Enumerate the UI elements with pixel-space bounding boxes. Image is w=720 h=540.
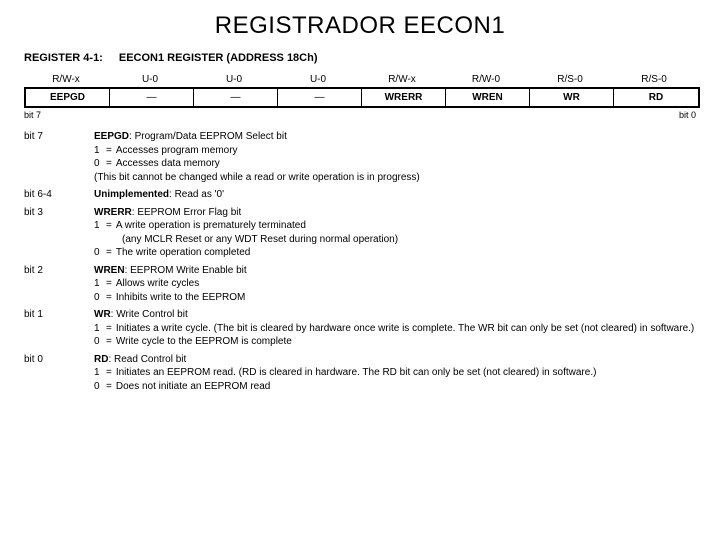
desc-value-line: 1=A write operation is prematurely termi…: [94, 219, 696, 233]
bit-endcaps: bit 7 bit 0: [24, 110, 696, 120]
desc-bit-label: bit 6-4: [24, 188, 94, 202]
desc-row: bit 3WRERR: EEPROM Error Flag bit1=A wri…: [24, 206, 696, 260]
bit-cell: —: [110, 89, 194, 106]
desc-header: RD: Read Control bit: [94, 353, 696, 367]
desc-body: WREN: EEPROM Write Enable bit1=Allows wr…: [94, 264, 696, 305]
desc-header: WR: Write Control bit: [94, 308, 696, 322]
desc-bit-label: bit 7: [24, 130, 94, 184]
desc-value-line: (any MCLR Reset or any WDT Reset during …: [94, 233, 696, 247]
desc-value-line: 1=Initiates an EEPROM read. (RD is clear…: [94, 366, 696, 380]
bit-cell: —: [278, 89, 362, 106]
page-title: REGISTRADOR EECON1: [24, 12, 696, 40]
rw-cell: U-0: [192, 72, 276, 87]
bit-end-left: bit 7: [24, 110, 41, 120]
desc-value-line: 0=Does not initiate an EEPROM read: [94, 380, 696, 394]
desc-header: WRERR: EEPROM Error Flag bit: [94, 206, 696, 220]
desc-row: bit 7EEPGD: Program/Data EEPROM Select b…: [24, 130, 696, 184]
desc-value-line: 0=Accesses data memory: [94, 157, 696, 171]
desc-value-line: 1=Allows write cycles: [94, 277, 696, 291]
bit-cell: WR: [530, 89, 614, 106]
bit-cell: WREN: [446, 89, 530, 106]
desc-bit-label: bit 1: [24, 308, 94, 349]
rw-cell: R/W-0: [444, 72, 528, 87]
register-name: EECON1 REGISTER (ADDRESS 18Ch): [119, 52, 318, 64]
desc-bit-label: bit 3: [24, 206, 94, 260]
register-label: REGISTER 4-1:: [24, 52, 103, 64]
bit-end-right: bit 0: [679, 110, 696, 120]
register-heading: REGISTER 4-1: EECON1 REGISTER (ADDRESS 1…: [24, 52, 696, 64]
rw-cell: U-0: [108, 72, 192, 87]
rw-cell: U-0: [276, 72, 360, 87]
desc-row: bit 6-4Unimplemented: Read as '0': [24, 188, 696, 202]
desc-body: WR: Write Control bit1=Initiates a write…: [94, 308, 696, 349]
desc-header: WREN: EEPROM Write Enable bit: [94, 264, 696, 278]
bit-cell: RD: [614, 89, 698, 106]
desc-trailer: (This bit cannot be changed while a read…: [94, 171, 696, 185]
bit-cell: WRERR: [362, 89, 446, 106]
desc-bit-label: bit 2: [24, 264, 94, 305]
bit-cell: —: [194, 89, 278, 106]
rw-cell: R/S-0: [528, 72, 612, 87]
desc-body: RD: Read Control bit1=Initiates an EEPRO…: [94, 353, 696, 394]
rw-cell: R/W-x: [360, 72, 444, 87]
bit-cell: EEPGD: [26, 89, 110, 106]
desc-value-line: 1=Initiates a write cycle. (The bit is c…: [94, 322, 696, 336]
desc-row: bit 2WREN: EEPROM Write Enable bit1=Allo…: [24, 264, 696, 305]
desc-value-line: 1=Accesses program memory: [94, 144, 696, 158]
bit-row: EEPGD———WRERRWRENWRRD: [24, 87, 700, 108]
desc-header: EEPGD: Program/Data EEPROM Select bit: [94, 130, 696, 144]
desc-body: WRERR: EEPROM Error Flag bit1=A write op…: [94, 206, 696, 260]
desc-row: bit 1WR: Write Control bit1=Initiates a …: [24, 308, 696, 349]
desc-body: EEPGD: Program/Data EEPROM Select bit1=A…: [94, 130, 696, 184]
description-table: bit 7EEPGD: Program/Data EEPROM Select b…: [24, 130, 696, 393]
desc-value-line: 0=Write cycle to the EEPROM is complete: [94, 335, 696, 349]
rw-cell: R/S-0: [612, 72, 696, 87]
desc-row: bit 0RD: Read Control bit1=Initiates an …: [24, 353, 696, 394]
desc-bit-label: bit 0: [24, 353, 94, 394]
desc-header: Unimplemented: Read as '0': [94, 188, 696, 202]
desc-value-line: 0=Inhibits write to the EEPROM: [94, 291, 696, 305]
rw-row: R/W-xU-0U-0U-0R/W-xR/W-0R/S-0R/S-0: [24, 72, 696, 87]
desc-body: Unimplemented: Read as '0': [94, 188, 696, 202]
rw-cell: R/W-x: [24, 72, 108, 87]
desc-value-line: 0=The write operation completed: [94, 246, 696, 260]
